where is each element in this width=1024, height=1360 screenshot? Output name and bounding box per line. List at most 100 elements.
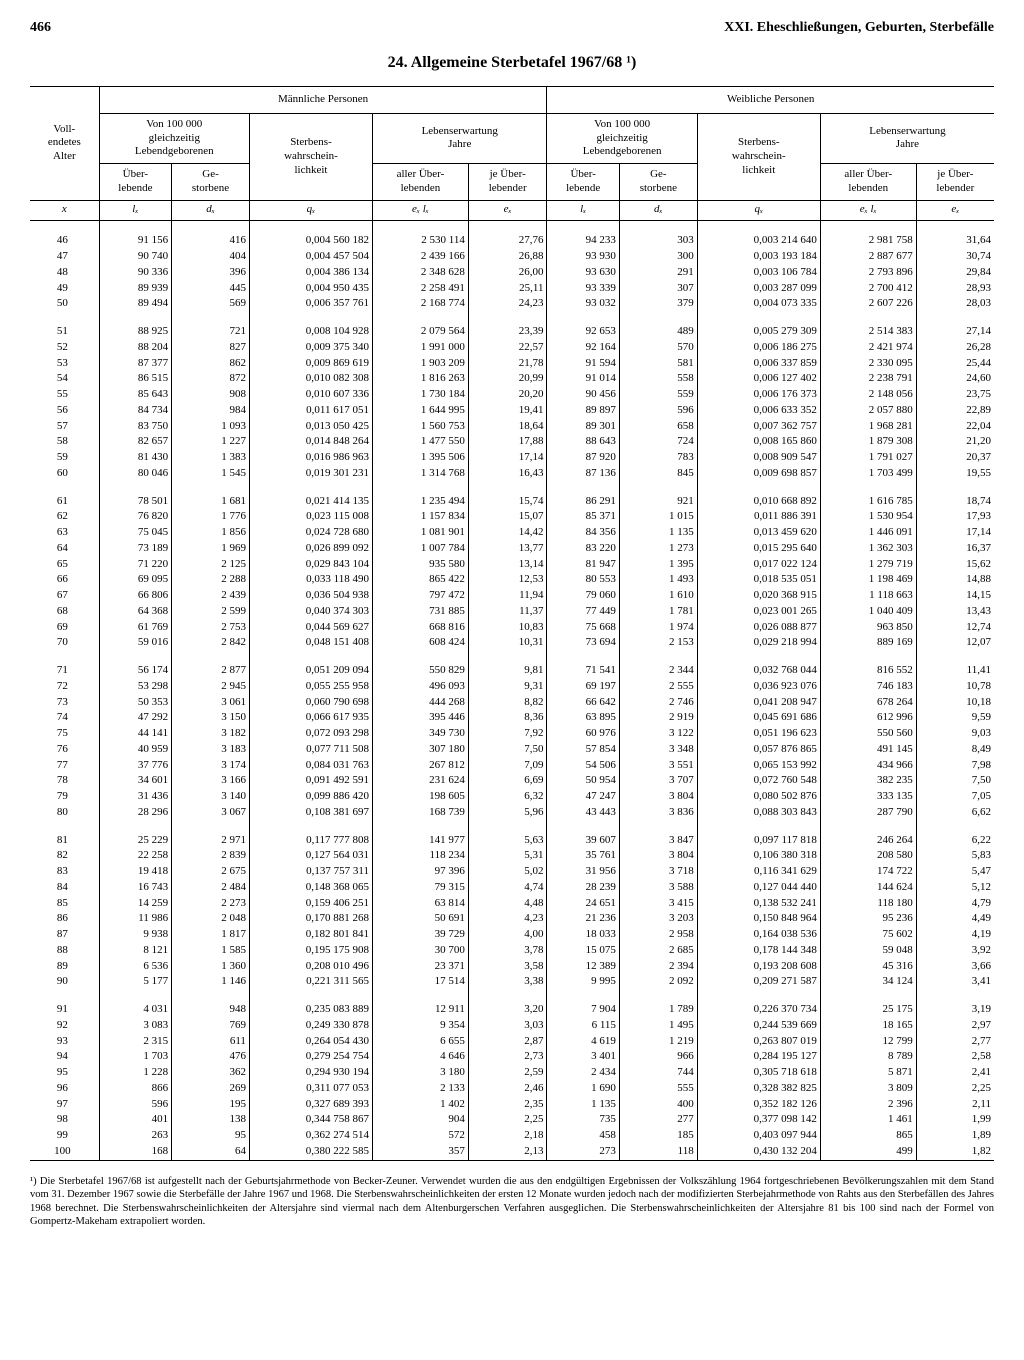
- table-cell: 668 816: [373, 620, 469, 636]
- table-cell: 57: [30, 419, 99, 435]
- table-cell: 98: [30, 1112, 99, 1128]
- table-cell: 16,43: [468, 466, 547, 482]
- table-cell: 400: [619, 1097, 697, 1113]
- table-cell: 2 439 166: [373, 249, 469, 265]
- table-cell: 95: [30, 1065, 99, 1081]
- table-cell: 0,193 208 608: [697, 959, 820, 975]
- table-cell: 17,14: [916, 525, 994, 541]
- table-cell: 2,58: [916, 1049, 994, 1065]
- table-cell: 2 753: [172, 620, 250, 636]
- table-cell: 1,99: [916, 1112, 994, 1128]
- table-cell: 612 996: [820, 710, 916, 726]
- table-cell: 19 418: [99, 864, 171, 880]
- table-cell: 2 092: [619, 974, 697, 990]
- table-cell: 0,009 698 857: [697, 466, 820, 482]
- table-cell: 8,82: [468, 695, 547, 711]
- table-cell: 1 093: [172, 419, 250, 435]
- table-cell: 18,74: [916, 494, 994, 510]
- table-cell: 0,004 950 435: [249, 281, 372, 297]
- table-cell: 64: [172, 1144, 250, 1160]
- table-cell: 570: [619, 340, 697, 356]
- table-cell: 4,00: [468, 927, 547, 943]
- table-cell: 85 371: [547, 509, 619, 525]
- table-cell: 3 166: [172, 773, 250, 789]
- table-cell: 14,88: [916, 572, 994, 588]
- table-cell: 0,029 218 994: [697, 635, 820, 651]
- col-exlx-f: aller Über-lebenden: [820, 164, 916, 201]
- col-ex-m: je Über-lebender: [468, 164, 547, 201]
- page-number: 466: [30, 20, 51, 36]
- table-cell: 0,019 301 231: [249, 466, 372, 482]
- table-row: 5783 7501 0930,013 050 4251 560 75318,64…: [30, 419, 994, 435]
- table-cell: 0,091 492 591: [249, 773, 372, 789]
- table-cell: 3 401: [547, 1049, 619, 1065]
- table-cell: 51: [30, 324, 99, 340]
- table-cell: 291: [619, 265, 697, 281]
- table-cell: 58: [30, 434, 99, 450]
- table-cell: 30,74: [916, 249, 994, 265]
- table-cell: 22 258: [99, 848, 171, 864]
- table-cell: 94: [30, 1049, 99, 1065]
- table-cell: 18 165: [820, 1018, 916, 1034]
- table-cell: 307 180: [373, 742, 469, 758]
- table-row: 896 5361 3600,208 010 49623 3713,5812 38…: [30, 959, 994, 975]
- table-cell: 0,014 848 264: [249, 434, 372, 450]
- table-cell: 144 624: [820, 880, 916, 896]
- table-cell: 2 057 880: [820, 403, 916, 419]
- table-cell: 21,78: [468, 356, 547, 372]
- table-cell: 6,22: [916, 833, 994, 849]
- table-cell: 27,14: [916, 324, 994, 340]
- table-cell: 0,032 768 044: [697, 663, 820, 679]
- sym-qx-m: qₓ: [249, 200, 372, 221]
- table-cell: 2,59: [468, 1065, 547, 1081]
- table-cell: 12,53: [468, 572, 547, 588]
- table-cell: 866: [99, 1081, 171, 1097]
- table-cell: 0,008 104 928: [249, 324, 372, 340]
- table-cell: 3 182: [172, 726, 250, 742]
- table-cell: 28 239: [547, 880, 619, 896]
- table-cell: 724: [619, 434, 697, 450]
- table-cell: 17,14: [468, 450, 547, 466]
- table-title: 24. Allgemeine Sterbetafel 1967/68 ¹): [30, 54, 994, 72]
- table-cell: 2 793 896: [820, 265, 916, 281]
- table-cell: 1 703: [99, 1049, 171, 1065]
- table-row: 6669 0952 2880,033 118 490865 42212,5380…: [30, 572, 994, 588]
- table-cell: 90: [30, 974, 99, 990]
- table-cell: 22,57: [468, 340, 547, 356]
- table-cell: 3 847: [619, 833, 697, 849]
- sym-lx-f: lₓ: [547, 200, 619, 221]
- table-cell: 2 700 412: [820, 281, 916, 297]
- table-cell: 2 842: [172, 635, 250, 651]
- table-row: 5882 6571 2270,014 848 2641 477 55017,88…: [30, 434, 994, 450]
- table-cell: 97 396: [373, 864, 469, 880]
- table-cell: 2 685: [619, 943, 697, 959]
- table-row: 5486 5158720,010 082 3081 816 26320,9991…: [30, 371, 994, 387]
- table-cell: 2 887 677: [820, 249, 916, 265]
- table-cell: 5,83: [916, 848, 994, 864]
- table-cell: 1 360: [172, 959, 250, 975]
- table-cell: 2 514 383: [820, 324, 916, 340]
- table-cell: 0,208 010 496: [249, 959, 372, 975]
- table-cell: 31,64: [916, 233, 994, 249]
- table-cell: 91 156: [99, 233, 171, 249]
- table-cell: 862: [172, 356, 250, 372]
- table-cell: 0,108 381 697: [249, 805, 372, 821]
- table-cell: 1 974: [619, 620, 697, 636]
- table-cell: 0,026 088 877: [697, 620, 820, 636]
- table-cell: 0,284 195 127: [697, 1049, 820, 1065]
- table-cell: 71 541: [547, 663, 619, 679]
- table-cell: 3,38: [468, 974, 547, 990]
- table-row: 905 1771 1460,221 311 56517 5143,389 995…: [30, 974, 994, 990]
- table-cell: 1 081 901: [373, 525, 469, 541]
- table-cell: 1 991 000: [373, 340, 469, 356]
- table-cell: 1 362 303: [820, 541, 916, 557]
- table-cell: 57 854: [547, 742, 619, 758]
- table-cell: 138: [172, 1112, 250, 1128]
- table-cell: 83 750: [99, 419, 171, 435]
- table-cell: 246 264: [820, 833, 916, 849]
- table-cell: 0,430 132 204: [697, 1144, 820, 1160]
- table-cell: 0,235 083 889: [249, 1002, 372, 1018]
- table-cell: 0,097 117 818: [697, 833, 820, 849]
- table-cell: 445: [172, 281, 250, 297]
- table-cell: 79: [30, 789, 99, 805]
